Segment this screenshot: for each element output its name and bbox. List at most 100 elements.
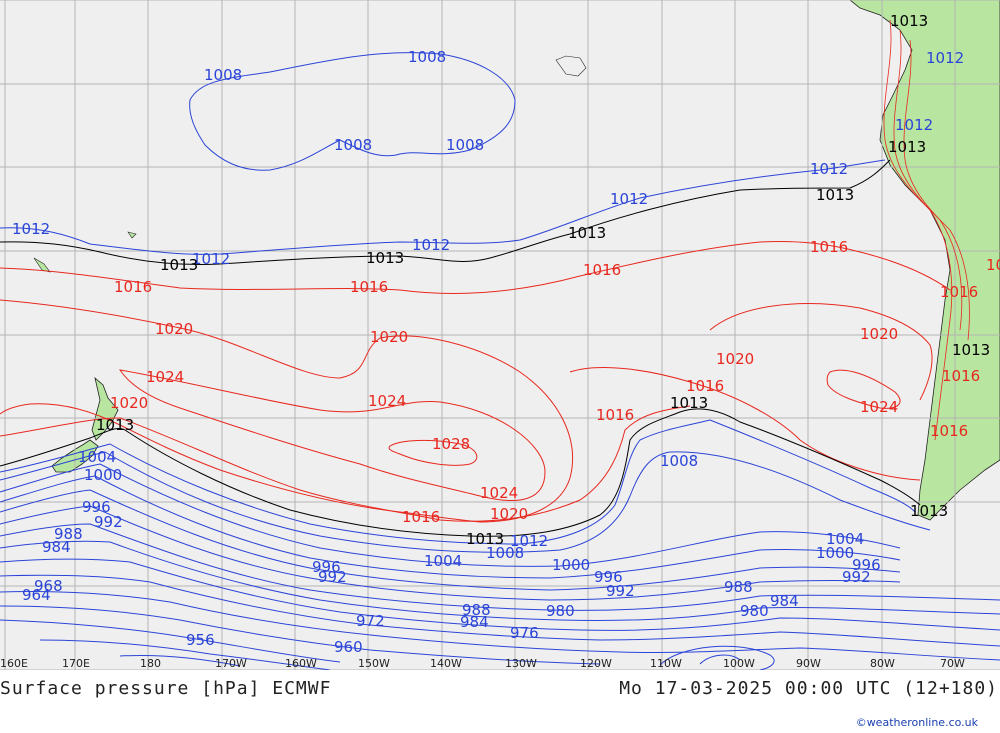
isobar-label-1012: 1012 xyxy=(926,49,964,67)
isobar-label-1016: 1016 xyxy=(810,238,848,256)
isobar-label-1013: 1013 xyxy=(568,224,606,242)
isobar-label-984: 984 xyxy=(42,538,71,556)
isobar-label-988: 988 xyxy=(462,601,491,619)
isobar-1016-north xyxy=(0,240,951,295)
isobar-label-1020: 1020 xyxy=(490,505,528,523)
isobar-label-1020: 1020 xyxy=(155,320,193,338)
isobar-label-1008: 1008 xyxy=(204,66,242,84)
isobar-label-1013: 1013 xyxy=(816,186,854,204)
isobar-label-1008: 1008 xyxy=(486,544,524,562)
isobar-label-1008: 1008 xyxy=(334,136,372,154)
isobar-label-1000: 1000 xyxy=(84,466,122,484)
isobar-992 xyxy=(0,505,901,601)
isobar-984 xyxy=(0,540,1000,621)
isobar-1013-south xyxy=(0,408,921,537)
isobar-label-992: 992 xyxy=(318,568,347,586)
isobar-988 xyxy=(0,523,1000,611)
isobar-label-988: 988 xyxy=(724,578,753,596)
isobar-label-1012: 1012 xyxy=(510,532,548,550)
isobar-label-964: 964 xyxy=(22,586,51,604)
isobar-label-1016: 1016 xyxy=(402,508,440,526)
isobar-label-1013: 1013 xyxy=(670,394,708,412)
isobar-960 xyxy=(39,639,331,670)
isobar-label-1000: 1000 xyxy=(552,556,590,574)
isobar-label-1016: 1016 xyxy=(942,367,980,385)
isobar-label-1024: 1024 xyxy=(480,484,518,502)
credit-link[interactable]: ©weatheronline.co.uk xyxy=(855,716,978,729)
isobar-label-992: 992 xyxy=(842,568,871,586)
isobar-label-1013: 1013 xyxy=(888,138,926,156)
isobar-label-1024: 1024 xyxy=(860,398,898,416)
isobars xyxy=(0,19,1000,670)
isobar-980 xyxy=(0,558,1000,631)
isobar-label-1012: 1012 xyxy=(895,116,933,134)
isobar-1016-east xyxy=(569,366,921,481)
isobar-label-1000: 1000 xyxy=(816,544,854,562)
isobar-label-1016: 1016 xyxy=(940,283,978,301)
isobar-label-1016: 1016 xyxy=(350,278,388,296)
longitude-label: 140W xyxy=(430,657,462,670)
isobar-label-1020: 1020 xyxy=(370,328,408,346)
isobar-1008-north xyxy=(189,52,516,171)
isobar-label-960: 960 xyxy=(334,638,363,656)
longitude-label: 180 xyxy=(140,657,161,670)
isobar-1020-east xyxy=(709,303,933,401)
longitude-label: 70W xyxy=(940,657,965,670)
longitude-label: 90W xyxy=(796,657,821,670)
isobar-label-1020: 1020 xyxy=(860,325,898,343)
longitude-label: 110W xyxy=(650,657,682,670)
isobar-label-956: 956 xyxy=(186,631,215,649)
land-islands xyxy=(33,55,587,273)
longitude-label: 80W xyxy=(870,657,895,670)
isobar-956 xyxy=(119,654,241,667)
longitude-label: 160E xyxy=(0,657,28,670)
isobar-label-1013: 1013 xyxy=(910,502,948,520)
longitude-label: 100W xyxy=(723,657,755,670)
isobar-label-980: 980 xyxy=(546,602,575,620)
isobar-label-1013: 1013 xyxy=(890,12,928,30)
isobar-label-1020: 1020 xyxy=(716,350,754,368)
isobar-label-1020: 1020 xyxy=(986,256,1000,274)
isobar-label-1013: 1013 xyxy=(366,249,404,267)
isobar-label-1016: 1016 xyxy=(686,377,724,395)
isobar-964 xyxy=(0,619,341,663)
isobar-1000 xyxy=(0,475,901,579)
isobar-label-1016: 1016 xyxy=(930,422,968,440)
isobar-1028 xyxy=(388,439,478,466)
isobar-low-center-inner xyxy=(699,654,741,665)
isobar-label-984: 984 xyxy=(770,592,799,610)
isobar-label-984: 984 xyxy=(460,613,489,631)
isobar-1024-east xyxy=(826,369,901,409)
isobar-1016-mid xyxy=(0,405,691,522)
isobar-label-1012: 1012 xyxy=(610,190,648,208)
isobar-1024 xyxy=(118,369,546,502)
andes-contour-3 xyxy=(903,39,970,341)
map-title: Surface pressure [hPa] ECMWF xyxy=(0,678,332,699)
longitude-label: 170W xyxy=(215,657,247,670)
isobar-label-1012: 1012 xyxy=(12,220,50,238)
isobar-label-968: 968 xyxy=(34,577,63,595)
isobar-1020-north xyxy=(0,299,574,523)
isobar-label-996: 996 xyxy=(594,568,623,586)
isobar-1008-south xyxy=(0,451,931,553)
isobar-label-1013: 1013 xyxy=(952,341,990,359)
isobar-label-996: 996 xyxy=(852,556,881,574)
isobar-968 xyxy=(0,605,601,665)
isobar-1004 xyxy=(0,463,901,567)
isobar-label-1012: 1012 xyxy=(412,236,450,254)
isobar-label-1028: 1028 xyxy=(432,435,470,453)
graticule xyxy=(0,0,1000,670)
isobar-label-1008: 1008 xyxy=(408,48,446,66)
isobar-1012-south xyxy=(0,419,916,545)
isobar-label-1013: 1013 xyxy=(160,256,198,274)
isobar-976 xyxy=(0,574,1000,647)
valid-time: Mo 17-03-2025 00:00 UTC (12+180) xyxy=(619,678,998,699)
isobar-label-976: 976 xyxy=(510,624,539,642)
longitude-label: 160W xyxy=(285,657,317,670)
isobar-label-988: 988 xyxy=(54,525,83,543)
isobar-1012-north xyxy=(0,159,886,255)
isobar-label-1020: 1020 xyxy=(110,394,148,412)
isobar-972 xyxy=(0,591,1000,661)
